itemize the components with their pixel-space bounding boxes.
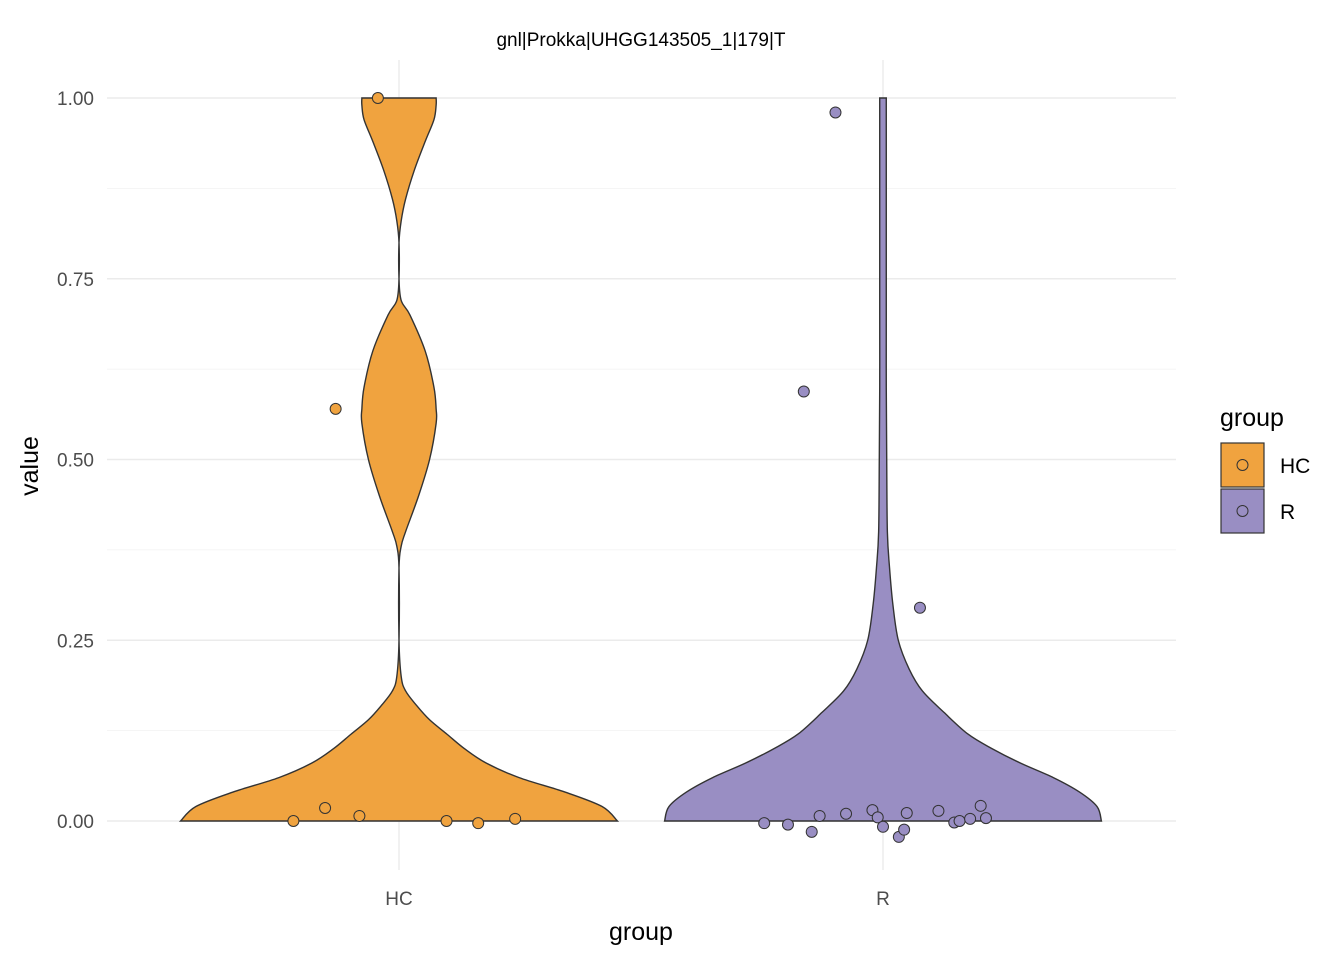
grid-lines [107, 60, 1176, 870]
point-hc [329, 402, 342, 415]
point-r [805, 825, 818, 838]
legend: group HC R [1220, 404, 1310, 534]
data-points [287, 92, 992, 843]
x-tick-label: HC [385, 889, 412, 910]
legend-key-point [1236, 459, 1249, 471]
legend-label: HC [1280, 455, 1310, 478]
point-hc [319, 801, 332, 814]
point-r [953, 815, 966, 827]
legend-key-point [1236, 505, 1249, 517]
x-axis-title: group [609, 918, 673, 946]
point-r [797, 385, 810, 398]
violin-hc [178, 97, 620, 822]
point-r [932, 804, 945, 817]
violins [178, 97, 1103, 822]
y-tick-label: 1.00 [57, 89, 94, 110]
x-tick-labels: HC R [385, 889, 890, 910]
y-tick-label: 0.50 [57, 451, 94, 472]
point-r [840, 807, 853, 820]
y-axis-title: value [16, 436, 44, 496]
point-r [913, 601, 926, 614]
point-r [964, 812, 977, 825]
y-tick-label: 0.25 [57, 631, 94, 652]
point-r [877, 820, 889, 833]
point-r [813, 809, 826, 822]
chart-title: gnl|Prokka|UHGG143505_1|179|T [496, 30, 785, 51]
y-tick-label: 0.75 [57, 270, 94, 291]
point-hc [472, 817, 485, 830]
legend-label: R [1280, 501, 1295, 524]
point-r [758, 817, 771, 830]
violin-r [663, 97, 1103, 822]
legend-title: group [1220, 404, 1284, 432]
point-hc [371, 92, 384, 104]
y-tick-label: 0.00 [57, 812, 94, 833]
point-r [979, 812, 992, 825]
point-r [781, 818, 794, 831]
point-r [898, 823, 911, 836]
point-hc [287, 815, 300, 827]
point-hc [440, 815, 453, 827]
point-r [829, 106, 842, 119]
point-hc [509, 812, 522, 825]
point-r [974, 799, 987, 812]
point-r [900, 807, 913, 820]
x-tick-label: R [876, 889, 890, 910]
y-tick-labels: 0.00 0.25 0.50 0.75 1.00 [57, 89, 94, 833]
point-r [871, 811, 884, 824]
point-hc [353, 809, 366, 822]
